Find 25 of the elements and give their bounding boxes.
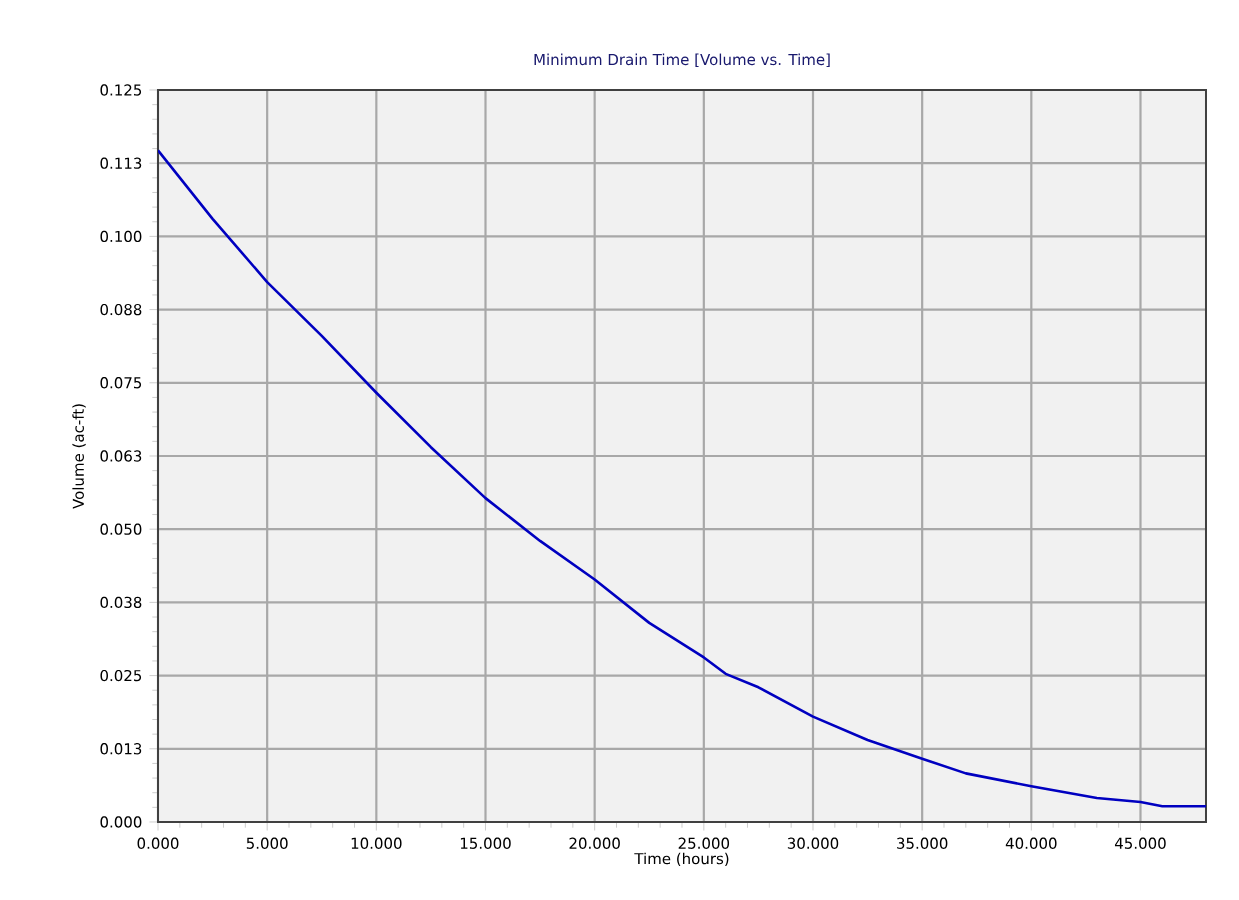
y-tick-label: 0.125 xyxy=(100,84,142,96)
x-tick-label: 30.000 xyxy=(787,837,839,849)
x-tick-label: 0.000 xyxy=(137,837,179,849)
y-tick-label: 0.088 xyxy=(100,303,142,316)
y-tick-label: 0.050 xyxy=(100,523,142,535)
x-tick-label: 45.000 xyxy=(1114,837,1166,849)
chart-title: Minimum Drain Time [Volume vs. Time] xyxy=(534,53,830,67)
x-tick-label: 15.000 xyxy=(460,837,511,849)
x-tick-label: 10.000 xyxy=(351,837,402,849)
x-tick-label: 25.000 xyxy=(678,837,730,849)
y-tick-label: 0.025 xyxy=(100,669,142,682)
y-tick-label: 0.063 xyxy=(100,450,142,462)
y-tick-label: 0.075 xyxy=(100,377,142,389)
x-axis-title: Time (hours) xyxy=(634,852,729,867)
y-tick-label: 0.113 xyxy=(100,157,142,169)
x-tick-label: 40.000 xyxy=(1005,837,1057,849)
x-tick-label: 35.000 xyxy=(897,837,948,849)
line-series xyxy=(158,149,1206,808)
y-tick-label: 0.100 xyxy=(100,230,142,243)
x-tick-label: 5.000 xyxy=(246,837,288,849)
x-tick-label: 20.000 xyxy=(569,837,620,849)
y-tick-label: 0.013 xyxy=(100,743,142,755)
y-axis-title: Volume (ac-ft) xyxy=(72,404,86,509)
y-tick-label: 0.038 xyxy=(100,596,142,609)
y-tick-label: 0.000 xyxy=(100,816,142,828)
